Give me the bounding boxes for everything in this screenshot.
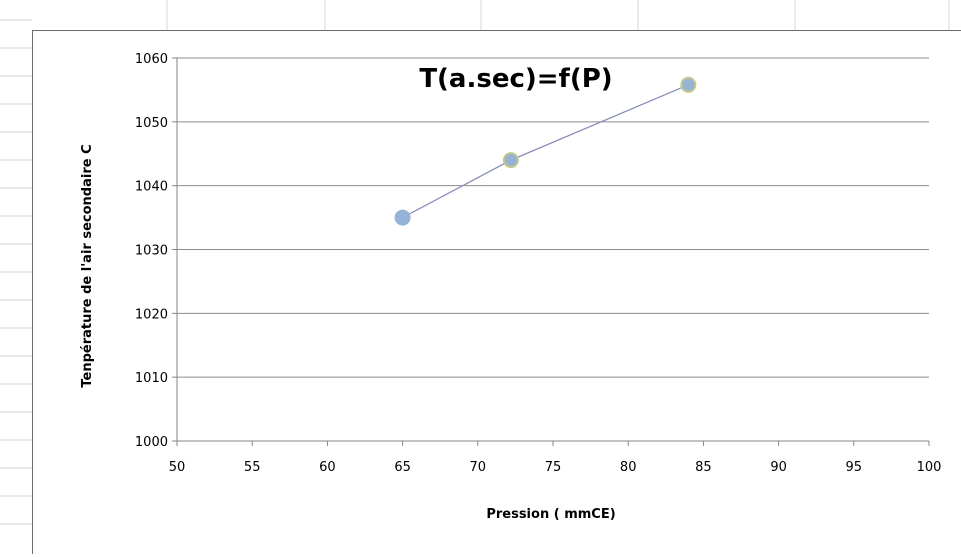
x-tick-label: 100	[917, 460, 942, 475]
gridlines	[177, 57, 929, 378]
y-tick-label: 1030	[135, 244, 168, 259]
data-point	[394, 209, 411, 226]
y-tick-label: 1020	[135, 307, 168, 322]
x-tick-label: 60	[319, 460, 336, 475]
y-tick-label: 1050	[135, 116, 168, 131]
y-tick-labels: 1000 1010 1020 1030 1040 1050 1060	[135, 52, 168, 450]
y-tick-label: 1010	[135, 371, 168, 386]
x-tick-label: 65	[394, 460, 411, 475]
x-tick-label: 50	[169, 460, 186, 475]
x-tick-labels: 50 55 60 65 70 75 80 85 90 95 100	[169, 460, 942, 475]
chart-area[interactable]: 50 55 60 65 70 75 80 85 90 95 100 1000 1010 1020 1030…	[32, 30, 961, 554]
x-tick-label: 75	[545, 460, 562, 475]
x-tick-label: 80	[620, 460, 637, 475]
y-axis-title: Tenpérature de l'air secondaire C	[80, 144, 95, 387]
x-tick-label: 85	[695, 460, 712, 475]
chart-plot: 50 55 60 65 70 75 80 85 90 95 100 1000 1010 1020 1030…	[80, 52, 942, 522]
data-point	[680, 76, 697, 93]
x-axis-title: Pression ( mmCE)	[486, 507, 615, 522]
chart-title: T(a.sec)=f(P)	[419, 64, 612, 94]
x-tick-label: 95	[846, 460, 863, 475]
axes	[172, 57, 930, 446]
data-point	[502, 152, 519, 169]
x-tick-label: 70	[470, 460, 487, 475]
y-tick-label: 1040	[135, 180, 168, 195]
series-line	[402, 84, 689, 219]
y-tick-label: 1000	[135, 435, 168, 450]
y-tick-label: 1060	[135, 52, 168, 67]
x-tick-label: 90	[770, 460, 787, 475]
series-group	[394, 76, 697, 226]
x-tick-label: 55	[244, 460, 261, 475]
